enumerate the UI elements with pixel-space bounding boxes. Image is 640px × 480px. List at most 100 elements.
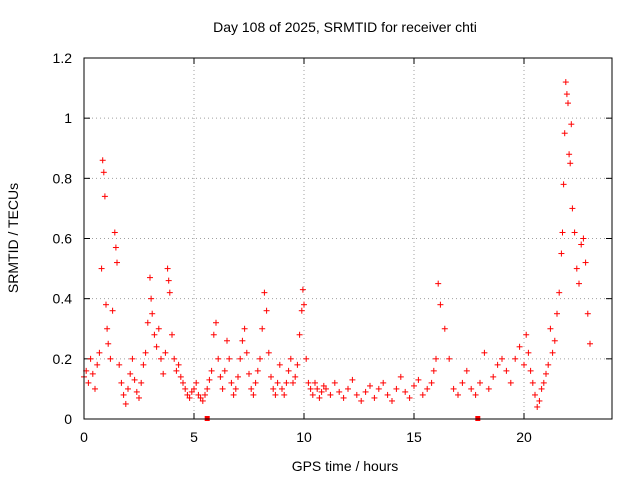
x-tick-label: 15 — [406, 429, 422, 445]
data-point — [566, 151, 573, 158]
data-point — [164, 265, 171, 272]
data-point — [281, 391, 288, 398]
data-point — [571, 229, 578, 236]
data-point — [237, 355, 244, 362]
data-point — [129, 355, 136, 362]
data-point — [243, 349, 250, 356]
data-point — [323, 385, 329, 392]
data-point — [424, 385, 431, 392]
data-point — [166, 289, 173, 296]
x-tick-label: 20 — [516, 429, 532, 445]
data-point — [558, 250, 565, 257]
y-tick-label: 0.6 — [53, 231, 73, 247]
data-point — [441, 325, 448, 332]
data-point — [140, 361, 147, 368]
data-point — [384, 391, 391, 398]
data-point — [241, 325, 248, 332]
data-point — [162, 349, 169, 356]
data-point — [540, 379, 547, 386]
data-point — [219, 385, 226, 392]
data-point — [523, 331, 530, 338]
data-point — [191, 385, 197, 392]
data-point — [312, 379, 318, 386]
data-point — [197, 394, 204, 401]
data-point — [296, 331, 303, 338]
data-point — [206, 376, 213, 383]
data-point — [578, 241, 585, 248]
data-point — [133, 388, 140, 395]
y-tick-label: 0.8 — [53, 170, 73, 186]
data-point — [565, 100, 571, 107]
data-point — [547, 325, 554, 332]
data-point — [285, 367, 292, 374]
data-point — [472, 391, 479, 398]
data-point — [561, 130, 568, 137]
data-point — [153, 343, 160, 350]
data-point — [118, 379, 125, 386]
data-point — [259, 325, 266, 332]
data-point — [477, 379, 483, 386]
data-point — [226, 355, 233, 362]
data-point — [127, 370, 134, 377]
data-point — [213, 319, 219, 326]
data-point — [151, 331, 158, 338]
data-point — [193, 379, 200, 386]
data-point — [582, 259, 589, 266]
data-point — [380, 379, 387, 386]
data-point — [569, 205, 576, 212]
data-point — [580, 235, 587, 242]
data-point — [305, 379, 312, 386]
x-tick-label: 0 — [80, 429, 88, 445]
data-point — [556, 289, 563, 296]
data-point — [532, 391, 538, 398]
data-point — [587, 340, 593, 347]
data-point — [246, 370, 252, 377]
data-point — [559, 229, 566, 236]
data-point — [147, 274, 153, 281]
x-tick-label: 10 — [296, 429, 312, 445]
data-points-layer — [81, 79, 593, 421]
data-point — [107, 355, 114, 362]
data-point — [292, 373, 299, 380]
data-point — [221, 367, 228, 374]
data-point — [250, 391, 257, 398]
data-point — [252, 379, 259, 386]
data-point — [103, 301, 109, 308]
data-point — [180, 379, 186, 386]
data-point — [499, 355, 505, 362]
data-point — [290, 379, 296, 386]
data-point — [114, 259, 120, 266]
data-point — [138, 379, 145, 386]
data-point — [239, 337, 246, 344]
data-point — [560, 181, 567, 188]
data-point — [549, 349, 556, 356]
y-tick-label: 0 — [64, 411, 72, 427]
data-point — [397, 373, 404, 380]
data-point — [92, 385, 98, 392]
data-point — [265, 349, 272, 356]
data-point — [111, 229, 118, 236]
data-point — [199, 397, 206, 404]
data-point — [551, 337, 558, 344]
data-point — [450, 385, 457, 392]
data-point — [331, 379, 338, 386]
data-point — [204, 385, 211, 392]
data-point — [85, 379, 92, 386]
data-point — [316, 394, 323, 401]
data-point — [521, 361, 527, 368]
data-point — [171, 355, 178, 362]
data-point — [148, 295, 155, 302]
data-point — [516, 343, 523, 350]
data-point — [195, 391, 202, 398]
data-point — [94, 361, 101, 368]
data-point — [411, 382, 417, 389]
data-point — [463, 367, 470, 374]
data-point — [149, 310, 156, 317]
data-point — [318, 388, 325, 395]
data-point — [112, 244, 119, 251]
data-point — [89, 370, 96, 377]
data-point — [371, 394, 378, 401]
data-point — [268, 373, 274, 380]
data-point — [177, 373, 184, 380]
